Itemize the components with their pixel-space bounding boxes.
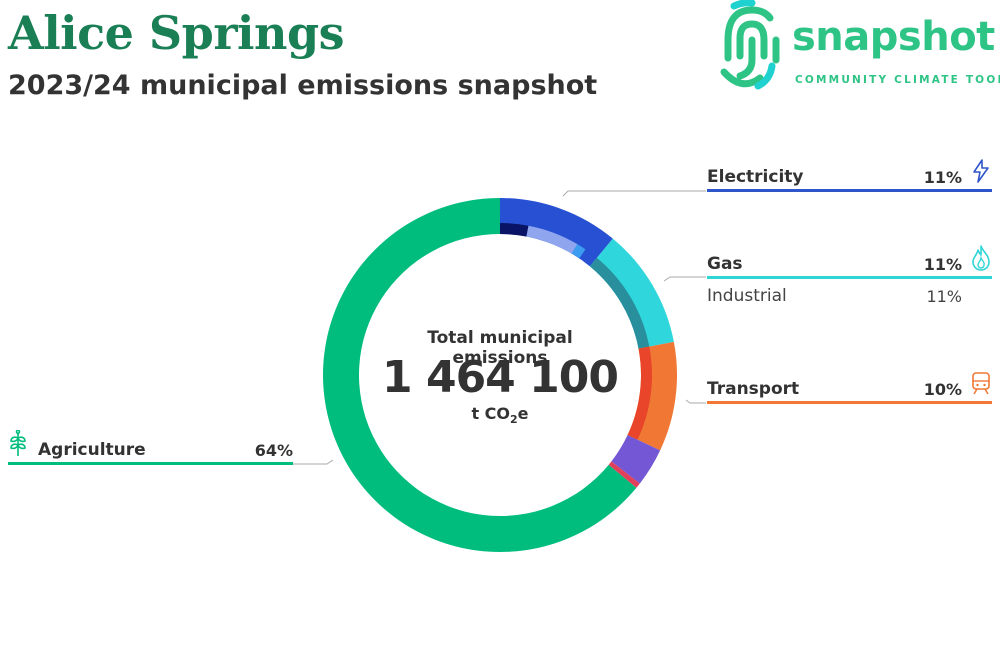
donut-slice-agriculture [323, 198, 637, 552]
inner-slice-electricity-0 [500, 223, 529, 237]
logo-tagline: COMMUNITY CLIMATE TOOL [795, 74, 1000, 86]
center-unit-prefix: t CO [471, 404, 511, 423]
gas-industrial-percent: 11% [926, 287, 962, 306]
agriculture-percent: 64% [254, 441, 293, 460]
electricity-underline [707, 189, 992, 192]
center-title: Total municipal emissions [427, 328, 573, 368]
page-title: Alice Springs [8, 6, 345, 60]
donut-slice-gas [589, 238, 674, 349]
gas-percent: 11% [923, 255, 962, 274]
agriculture-underline [8, 462, 293, 465]
center-unit-subscript: 2 [510, 413, 518, 427]
center-unit-suffix: e [517, 404, 529, 423]
electricity-leader-line [562, 190, 706, 197]
plant-icon [10, 430, 26, 456]
transport-label: Transport [707, 379, 800, 399]
inner-slice-transport-0 [627, 346, 652, 440]
electricity-label: Electricity [707, 167, 804, 187]
center-total-value: 1 464 100 [382, 352, 619, 403]
gas-label: Gas [707, 254, 743, 274]
lightning-icon [973, 159, 989, 183]
center-unit: t CO2e [380, 404, 620, 426]
transport-underline [707, 401, 992, 404]
train-icon [972, 372, 990, 395]
logo-wordmark: snapshot [792, 14, 995, 60]
gas-leader-line [663, 276, 706, 282]
snapshot-logo: snapshot COMMUNITY CLIMATE TOOL [712, 0, 1000, 92]
agriculture-label: Agriculture [38, 440, 146, 460]
inner-slice-electricity-2 [571, 244, 586, 259]
electricity-percent: 11% [923, 168, 962, 187]
agriculture-leader-line [293, 459, 334, 465]
inner-slice-gas-0 [589, 257, 650, 349]
flame-icon [972, 245, 990, 271]
leader-lines [293, 190, 706, 465]
transport-leader-line [685, 399, 706, 404]
donut-slice-other-3 [611, 435, 661, 484]
transport-percent: 10% [923, 380, 962, 399]
gas-underline [707, 276, 992, 279]
inner-ring [500, 223, 652, 440]
fingerprint-icon [720, 0, 780, 90]
gas-industrial-label: Industrial [707, 286, 787, 306]
donut-slice-other-4 [608, 461, 640, 488]
inner-slice-electricity-1 [526, 225, 578, 254]
page-subtitle: 2023/24 municipal emissions snapshot [8, 70, 598, 101]
